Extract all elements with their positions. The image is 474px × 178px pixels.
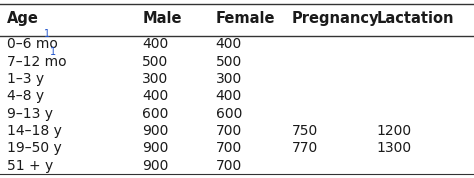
Text: 770: 770 xyxy=(292,141,318,155)
Text: 1300: 1300 xyxy=(377,141,412,155)
Text: 51 + y: 51 + y xyxy=(7,159,54,173)
Text: 0–6 mo: 0–6 mo xyxy=(7,37,58,51)
Text: 300: 300 xyxy=(216,72,242,86)
Text: Age: Age xyxy=(7,11,39,26)
Text: 500: 500 xyxy=(216,55,242,69)
Text: 7–12 mo: 7–12 mo xyxy=(7,55,67,69)
Text: 1200: 1200 xyxy=(377,124,412,138)
Text: 900: 900 xyxy=(142,159,169,173)
Text: 750: 750 xyxy=(292,124,318,138)
Text: Pregnancy: Pregnancy xyxy=(292,11,379,26)
Text: 19–50 y: 19–50 y xyxy=(7,141,62,155)
Text: Lactation: Lactation xyxy=(377,11,455,26)
Text: 1: 1 xyxy=(44,30,50,40)
Text: Female: Female xyxy=(216,11,275,26)
Text: 400: 400 xyxy=(142,37,168,51)
Text: 4–8 y: 4–8 y xyxy=(7,89,44,103)
Text: 900: 900 xyxy=(142,141,169,155)
Text: 9–13 y: 9–13 y xyxy=(7,107,53,121)
Text: Male: Male xyxy=(142,11,182,26)
Text: 900: 900 xyxy=(142,124,169,138)
Text: 700: 700 xyxy=(216,124,242,138)
Text: 1–3 y: 1–3 y xyxy=(7,72,44,86)
Text: 700: 700 xyxy=(216,159,242,173)
Text: 300: 300 xyxy=(142,72,168,86)
Text: 400: 400 xyxy=(142,89,168,103)
Text: 14–18 y: 14–18 y xyxy=(7,124,62,138)
Text: 400: 400 xyxy=(216,37,242,51)
Text: 600: 600 xyxy=(216,107,242,121)
Text: 600: 600 xyxy=(142,107,169,121)
Text: 1: 1 xyxy=(50,47,56,57)
Text: 700: 700 xyxy=(216,141,242,155)
Text: 500: 500 xyxy=(142,55,168,69)
Text: 400: 400 xyxy=(216,89,242,103)
